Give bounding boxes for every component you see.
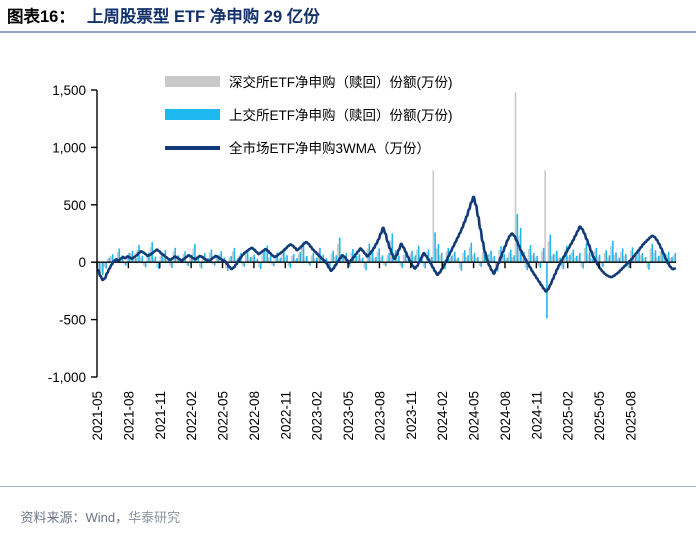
legend-label: 上交所ETF净申购（赎回）份额(万份) (229, 107, 453, 123)
figure-index-label: 图表16： (7, 8, 75, 26)
y-tick-label: 0 (78, 255, 86, 270)
x-tick-label: 2024-05 (467, 391, 482, 441)
y-tick-label: -1,000 (48, 370, 86, 385)
chart-legend: 深交所ETF净申购（赎回）份额(万份) 上交所ETF净申购（赎回）份额(万份) 全市… (165, 74, 453, 156)
x-tick-label: 2023-11 (404, 391, 419, 440)
x-tick-label: 2024-11 (529, 391, 544, 440)
y-tick-label: 1,000 (52, 140, 86, 155)
etf-net-subscription-chart: 深交所ETF净申购（赎回）份额(万份) 上交所ETF净申购（赎回）份额(万份) 全市… (48, 74, 677, 441)
chart-container: 深交所ETF净申购（赎回）份额(万份) 上交所ETF净申购（赎回）份额(万份) 全市… (0, 34, 696, 484)
x-tick-label: 2022-08 (247, 391, 262, 441)
x-tick-label: 2023-08 (372, 391, 387, 441)
page-title: 上周股票型 ETF 净申购 29 亿份 (86, 8, 320, 26)
x-tick-label: 2023-05 (341, 391, 356, 441)
x-tick-label: 2022-11 (278, 391, 293, 440)
x-tick-label: 2022-02 (184, 391, 199, 441)
x-tick-label: 2024-08 (498, 391, 513, 441)
title-divider (0, 31, 696, 33)
legend-swatch (165, 109, 220, 120)
legend-label: 全市场ETF净申购3WMA（万份） (229, 140, 430, 156)
y-tick-label: 1,500 (52, 83, 86, 98)
legend-swatch (165, 76, 220, 87)
x-tick-label: 2025-05 (592, 391, 607, 441)
x-tick-label: 2024-02 (435, 391, 450, 441)
series-line-market-3wma (96, 195, 677, 293)
y-axis: 1,500 1,000 500 0 -500 -1,000 (48, 83, 98, 385)
source-note: 资料来源：Wind，华泰研究 (6, 492, 180, 541)
source-note-prefix: 资料来源：Wind， (20, 510, 129, 525)
y-tick-label: -500 (59, 313, 86, 328)
y-tick-label: 500 (63, 198, 86, 213)
legend-label: 深交所ETF净申购（赎回）份额(万份) (229, 74, 453, 90)
series-bars-shanghai (98, 213, 677, 319)
figure-root: 图表16： 上周股票型 ETF 净申购 29 亿份 深交所ETF净申购（赎回）份… (0, 0, 696, 525)
x-tick-label: 2025-08 (624, 391, 639, 441)
x-axis: 2021-05 2021-08 2021-11 2022-02 2022-05 2022-… (90, 262, 639, 441)
x-tick-label: 2025-02 (561, 391, 576, 441)
x-tick-label: 2021-11 (153, 391, 168, 440)
x-tick-label: 2023-02 (310, 391, 325, 441)
x-tick-label: 2021-05 (90, 391, 105, 441)
x-tick-label: 2021-08 (121, 391, 136, 441)
footer-divider (0, 486, 696, 487)
source-note-brand: 华泰研究 (128, 510, 181, 525)
x-tick-label: 2022-05 (216, 391, 231, 441)
figure-title-bar: 图表16： 上周股票型 ETF 净申购 29 亿份 (0, 0, 696, 30)
